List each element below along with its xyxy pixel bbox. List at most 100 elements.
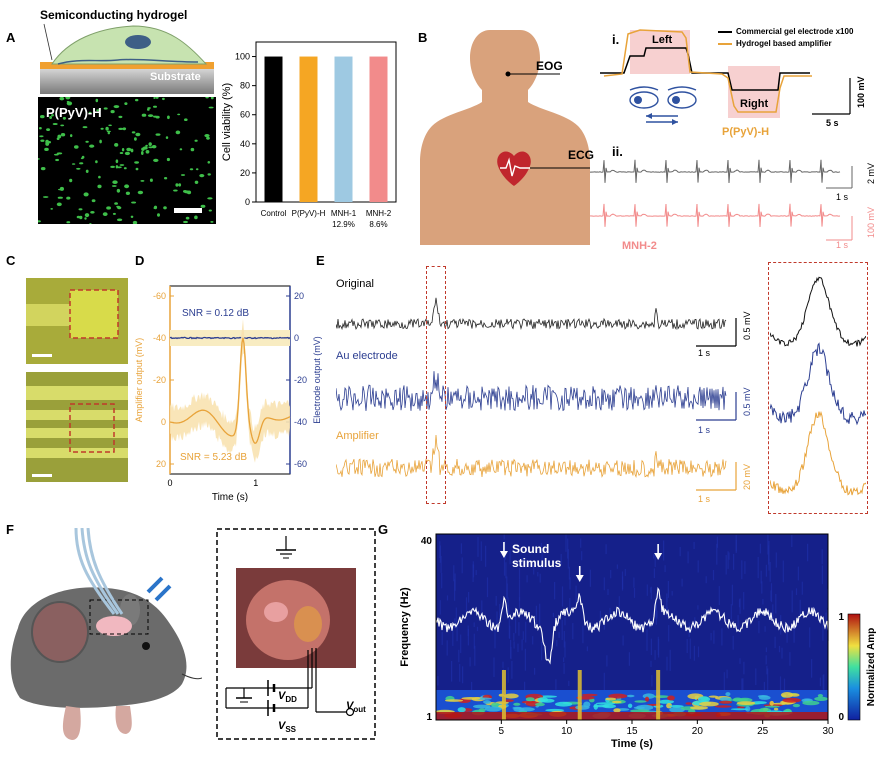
highlight-box bbox=[426, 266, 446, 504]
g-texture bbox=[650, 587, 652, 593]
g-texture bbox=[569, 577, 571, 590]
g-blob bbox=[736, 701, 756, 705]
x-tick-label: Control bbox=[261, 209, 287, 218]
g-blob bbox=[537, 697, 549, 703]
g-texture bbox=[555, 679, 557, 690]
g-texture bbox=[799, 599, 801, 618]
g-texture bbox=[439, 545, 441, 563]
g-texture bbox=[460, 543, 462, 554]
g-texture bbox=[453, 565, 455, 582]
g-texture bbox=[494, 628, 496, 649]
g-texture bbox=[461, 557, 463, 574]
g-texture bbox=[757, 556, 759, 579]
d-x-label: Time (s) bbox=[212, 492, 248, 503]
ecg-scale-top: 2 mV bbox=[866, 162, 876, 184]
g-texture bbox=[472, 561, 474, 569]
g-texture bbox=[454, 618, 456, 628]
g-blob bbox=[817, 694, 823, 698]
g-texture bbox=[518, 579, 521, 601]
g-texture bbox=[607, 588, 609, 595]
g-texture bbox=[589, 569, 591, 587]
g-plot-bg bbox=[436, 534, 828, 720]
electrode-micrographs bbox=[26, 278, 128, 482]
g-texture bbox=[473, 633, 475, 649]
g-blob bbox=[690, 706, 708, 710]
bar-p-pyv-h bbox=[299, 56, 318, 202]
g-texture bbox=[568, 680, 570, 686]
ecg-scale-bot-s: 1 s bbox=[836, 240, 849, 250]
ecg-mnh-trace bbox=[590, 203, 841, 228]
ecg-commercial-trace bbox=[590, 159, 841, 184]
g-texture bbox=[537, 572, 539, 577]
g-texture bbox=[486, 577, 489, 598]
e-scale1-mv: 0.5 mV bbox=[742, 311, 752, 340]
g-texture bbox=[564, 617, 566, 626]
g-texture bbox=[567, 538, 569, 559]
g-texture bbox=[521, 558, 523, 564]
g-texture bbox=[759, 543, 761, 554]
g-texture bbox=[603, 672, 605, 695]
zoom-original-trace bbox=[770, 276, 866, 347]
g-texture bbox=[767, 668, 769, 691]
g-texture bbox=[763, 681, 765, 696]
mouse-ear bbox=[31, 601, 89, 663]
g-blob bbox=[758, 695, 771, 700]
g-texture bbox=[485, 545, 487, 567]
g-texture bbox=[441, 631, 443, 645]
g-texture bbox=[524, 648, 526, 671]
zoom-traces bbox=[770, 276, 866, 496]
g-texture bbox=[610, 569, 612, 579]
g-y-label: Frequency (Hz) bbox=[399, 587, 411, 667]
g-texture bbox=[493, 657, 495, 677]
g-texture bbox=[743, 661, 745, 675]
g-texture bbox=[605, 544, 607, 555]
e-original-trace bbox=[336, 297, 727, 331]
g-texture bbox=[760, 570, 762, 584]
g-texture bbox=[506, 583, 508, 599]
e-traces bbox=[336, 297, 737, 491]
g-texture bbox=[825, 624, 827, 629]
g-blob bbox=[575, 705, 590, 710]
g-blob bbox=[708, 695, 719, 698]
vdd-label: VDD bbox=[278, 690, 297, 705]
g-blob bbox=[765, 705, 780, 708]
scale-bar bbox=[174, 208, 202, 213]
g-blob bbox=[669, 705, 684, 708]
cell-viability-chart: 0 20 40 60 80 100 Control P(PyV)-H MNH-1 12.9% MNH… bbox=[221, 41, 397, 229]
g-texture bbox=[728, 552, 730, 560]
g-texture bbox=[668, 625, 670, 642]
g-texture bbox=[476, 626, 479, 632]
g-texture bbox=[563, 663, 565, 674]
g-texture bbox=[606, 655, 608, 667]
mouse-illustration bbox=[10, 528, 202, 740]
g-texture bbox=[503, 555, 506, 576]
g-texture bbox=[733, 553, 735, 570]
g-texture bbox=[561, 586, 564, 607]
g-x-tick: 20 bbox=[692, 726, 704, 737]
g-blob bbox=[555, 701, 573, 707]
g-texture bbox=[473, 622, 475, 628]
g-texture bbox=[462, 666, 464, 684]
g-texture bbox=[554, 582, 556, 600]
g-blob bbox=[667, 695, 675, 701]
g-texture bbox=[622, 635, 624, 646]
g-texture bbox=[474, 645, 476, 666]
g-texture bbox=[769, 562, 771, 582]
d-electrode-snr: SNR = 0.12 dB bbox=[182, 308, 249, 319]
g-texture bbox=[693, 645, 695, 661]
g-texture bbox=[526, 575, 528, 583]
legend-hydrogel: Hydrogel based amplifier bbox=[736, 39, 832, 48]
g-texture bbox=[556, 640, 558, 647]
g-trace bbox=[435, 587, 829, 665]
g-texture bbox=[568, 566, 570, 580]
g-texture bbox=[505, 562, 507, 579]
g-texture bbox=[651, 674, 653, 687]
g-texture bbox=[654, 553, 656, 567]
d-right-tick: -40 bbox=[294, 417, 307, 427]
g-texture bbox=[468, 592, 470, 603]
y-tick-label: 80 bbox=[240, 81, 250, 91]
x-tick-label: MNH-2 bbox=[366, 209, 392, 218]
g-cb-label: Normalized Amp bbox=[866, 628, 877, 707]
hydrogel-trace bbox=[603, 29, 812, 113]
